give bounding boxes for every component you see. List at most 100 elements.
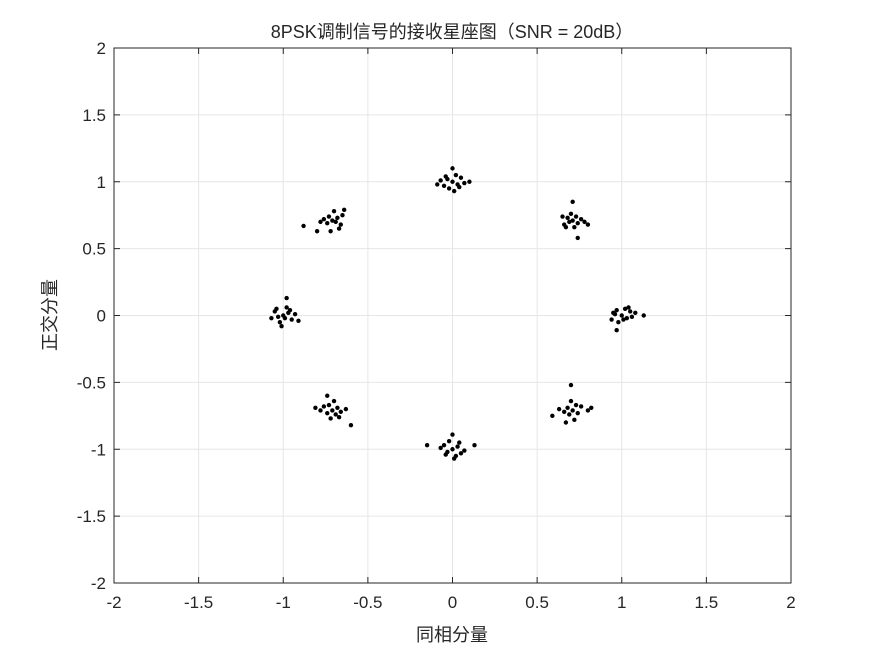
data-point <box>450 166 455 171</box>
y-tick-label: 2 <box>97 39 106 58</box>
data-point <box>333 412 338 417</box>
data-point <box>556 406 562 412</box>
data-point <box>450 432 455 437</box>
data-point <box>568 398 574 404</box>
data-point <box>424 443 430 448</box>
data-point <box>330 218 335 223</box>
data-point <box>567 219 572 225</box>
data-point <box>550 413 555 419</box>
data-point <box>321 404 327 409</box>
data-point <box>563 225 569 230</box>
x-tick-label: -1.5 <box>184 593 213 612</box>
data-point <box>565 405 570 410</box>
y-tick-label: 1 <box>97 173 106 192</box>
data-point <box>567 412 572 417</box>
x-tick-label: 2 <box>786 593 795 612</box>
data-point <box>325 221 330 226</box>
data-point <box>301 223 306 229</box>
data-point <box>348 422 354 428</box>
data-point <box>343 406 349 412</box>
data-point <box>457 440 462 445</box>
data-point <box>563 420 569 425</box>
data-point <box>338 222 343 227</box>
data-point <box>336 414 342 420</box>
data-point <box>269 315 274 321</box>
data-point <box>462 448 467 453</box>
data-point <box>279 324 284 329</box>
data-point <box>314 229 320 234</box>
data-point <box>573 214 579 219</box>
data-point <box>341 207 347 213</box>
data-point <box>568 382 574 388</box>
data-point <box>325 410 330 416</box>
data-point <box>626 305 631 310</box>
data-point <box>624 315 630 321</box>
y-tick-label: -1 <box>91 440 106 459</box>
data-point <box>565 215 570 221</box>
data-point <box>585 222 591 227</box>
data-point <box>462 180 467 186</box>
data-point <box>328 229 333 234</box>
x-axis-label: 同相分量 <box>416 625 488 645</box>
data-point <box>467 179 472 184</box>
data-point <box>570 199 575 205</box>
x-tick-label: 1 <box>617 593 626 612</box>
data-point <box>435 182 440 187</box>
data-point <box>331 208 337 214</box>
data-point <box>629 314 635 320</box>
ticks: -2 -1.5 -1 -0.5 0 0.5 1 1.5 2 -2 -1.5 -1 -0.5 0 0.5 1 1.… <box>77 39 796 612</box>
data-point <box>575 410 580 416</box>
data-point <box>326 214 332 219</box>
data-point <box>441 183 447 188</box>
data-point <box>338 409 343 414</box>
data-point <box>572 417 577 423</box>
data-point <box>450 447 455 452</box>
y-tick-label: -1.5 <box>77 507 106 526</box>
data-point <box>446 439 452 444</box>
data-point <box>313 405 318 410</box>
data-point <box>568 211 574 217</box>
data-point <box>274 306 279 312</box>
data-point <box>450 179 455 184</box>
data-point <box>333 219 338 225</box>
data-point <box>438 445 443 451</box>
data-point <box>284 295 289 301</box>
x-tick-label: -1 <box>276 593 291 612</box>
data-point <box>296 318 301 324</box>
data-point <box>585 408 591 413</box>
data-point <box>570 218 575 223</box>
data-point <box>622 306 628 312</box>
data-point <box>284 305 289 310</box>
y-axis-label: 正交分量 <box>40 279 60 351</box>
data-point <box>575 235 580 241</box>
data-point <box>443 452 448 457</box>
x-tick-label: 0.5 <box>525 593 549 612</box>
x-tick-label: -2 <box>106 593 121 612</box>
data-point <box>282 315 288 321</box>
y-tick-label: 0.5 <box>82 240 106 259</box>
x-tick-label: 1.5 <box>695 593 719 612</box>
data-point <box>472 443 477 448</box>
data-point <box>633 310 638 316</box>
data-point <box>589 405 594 410</box>
data-point <box>335 405 340 410</box>
data-point <box>325 393 330 398</box>
data-point <box>573 402 579 408</box>
data-point <box>331 398 337 404</box>
data-point <box>330 408 335 413</box>
data-point <box>614 307 619 313</box>
data-point <box>614 328 619 333</box>
data-point <box>457 184 462 190</box>
data-point <box>621 317 626 322</box>
data-point <box>458 175 464 180</box>
data-point <box>628 309 633 314</box>
chart-title: 8PSK调制信号的接收星座图（SNR = 20dB） <box>271 22 634 42</box>
y-tick-label: -0.5 <box>77 373 106 392</box>
data-point <box>328 416 333 421</box>
data-point <box>455 444 460 449</box>
data-point <box>578 404 584 409</box>
x-tick-label: 0 <box>448 593 457 612</box>
data-point <box>326 402 332 408</box>
data-points <box>269 166 646 461</box>
